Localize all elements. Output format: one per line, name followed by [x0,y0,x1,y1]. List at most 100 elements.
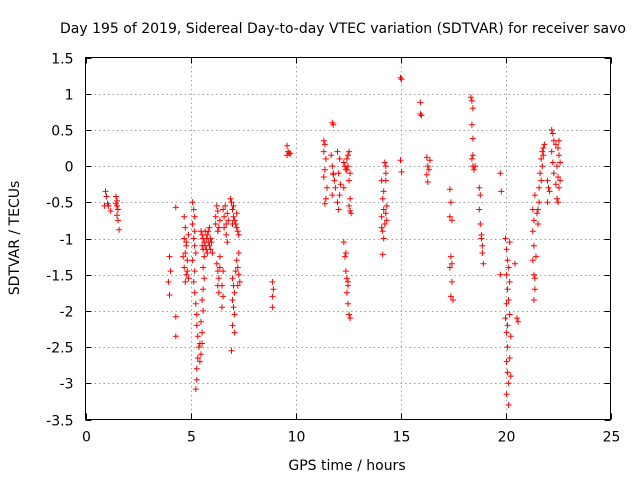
data-point [166,253,173,260]
data-point [207,235,214,242]
data-point [343,155,350,162]
data-point [234,228,241,235]
data-point [382,170,389,177]
data-point [166,292,173,298]
data-point [200,307,207,314]
x-tick-label: 25 [603,430,621,446]
data-point [468,155,475,162]
data-point [193,311,200,318]
data-point [191,228,198,235]
data-point [219,304,225,311]
data-point [342,250,349,256]
data-point [184,268,191,275]
data-point [194,333,201,340]
data-point [332,184,339,191]
data-point [448,278,455,285]
data-point [550,170,557,177]
data-point [503,391,510,398]
data-point [116,226,123,233]
y-axis-label: SDTVAR / TECUs [7,181,23,296]
data-point [320,137,327,144]
data-point [270,286,277,293]
y-tick-label: -3 [60,377,74,393]
data-point [544,199,551,206]
data-point [380,235,387,242]
data-point [530,297,537,303]
data-point [321,141,328,148]
data-point [446,186,453,193]
plot-frame [85,57,611,420]
data-point [345,278,351,285]
data-point [540,145,547,151]
data-point [334,199,341,206]
data-point [398,168,405,175]
data-point [557,159,564,166]
data-point [505,297,512,303]
data-point [423,154,430,161]
chart-title: Day 195 of 2019, Sidereal Day-to-day VTE… [60,21,626,37]
data-point [503,358,510,365]
data-point [220,293,227,300]
data-point [201,275,208,282]
data-point [467,94,474,101]
data-point [540,152,547,159]
data-point [167,268,174,275]
data-point [497,271,504,278]
data-point [192,250,199,256]
data-point [336,192,343,199]
data-point [337,181,344,188]
data-point [231,289,238,296]
data-point [231,311,238,318]
data-point [196,358,203,365]
data-point [204,250,211,256]
data-point [471,166,477,173]
data-point [426,157,433,164]
data-point [555,199,561,206]
data-point [536,184,543,191]
data-point [541,141,548,148]
data-point [552,141,559,148]
data-point [448,217,455,224]
data-point [329,192,336,199]
data-point [397,74,404,81]
data-point [514,315,520,322]
data-point [506,278,513,285]
data-point [235,250,242,256]
data-point [183,239,190,246]
data-points [101,74,564,408]
data-point [556,137,562,144]
data-point [537,170,544,177]
data-point [193,376,200,383]
data-point [219,282,225,289]
data-point [269,293,276,300]
data-point [505,402,512,408]
data-point [478,231,485,238]
data-point [505,380,512,387]
data-point [330,171,337,178]
data-point [231,329,238,336]
data-point [379,228,386,235]
y-tick-label: -1 [60,233,74,249]
data-point [424,179,431,185]
data-point [230,202,237,209]
data-point [224,210,231,217]
data-point [418,112,425,119]
data-point [198,318,204,325]
data-point [515,318,522,325]
data-point [206,242,213,249]
data-point [189,257,196,264]
data-point [347,315,354,322]
data-point [345,163,351,170]
data-point [320,174,327,180]
data-point [505,264,512,271]
data-point [512,260,518,267]
data-point [469,105,476,112]
data-point [195,344,202,351]
y-tick-label: -3.5 [46,414,73,430]
data-point [223,221,230,227]
data-point [503,329,510,336]
data-point [213,260,220,267]
data-point [341,253,348,260]
data-point [331,177,338,184]
